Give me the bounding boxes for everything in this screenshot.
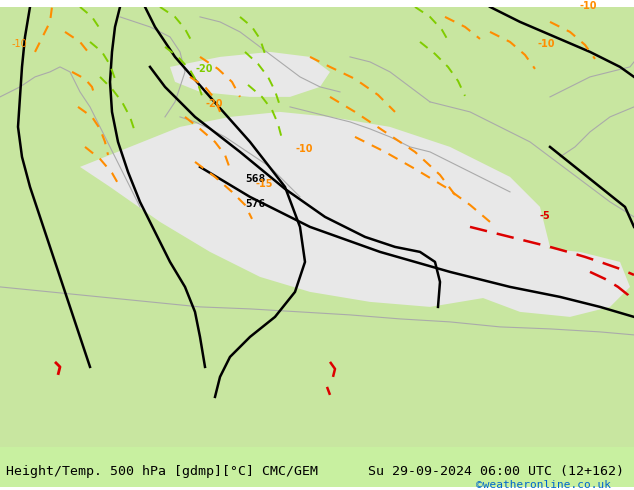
Text: -20: -20	[195, 64, 212, 74]
Polygon shape	[170, 52, 330, 97]
Text: -10: -10	[580, 1, 597, 11]
Text: 568: 568	[245, 174, 265, 184]
Text: -15: -15	[255, 179, 273, 189]
Text: -10: -10	[537, 39, 555, 49]
Polygon shape	[465, 247, 630, 317]
Text: Height/Temp. 500 hPa [gdmp][°C] CMC/GEM: Height/Temp. 500 hPa [gdmp][°C] CMC/GEM	[6, 465, 318, 478]
Text: Su 29-09-2024 06:00 UTC (12+162): Su 29-09-2024 06:00 UTC (12+162)	[368, 465, 624, 478]
Text: -5: -5	[540, 211, 551, 221]
Text: 576: 576	[245, 199, 265, 209]
Text: ©weatheronline.co.uk: ©weatheronline.co.uk	[476, 480, 611, 490]
Text: -10: -10	[12, 39, 28, 49]
Text: -10: -10	[295, 144, 313, 154]
Text: -20: -20	[205, 99, 223, 109]
Bar	[0, 447, 634, 487]
Polygon shape	[80, 112, 550, 307]
